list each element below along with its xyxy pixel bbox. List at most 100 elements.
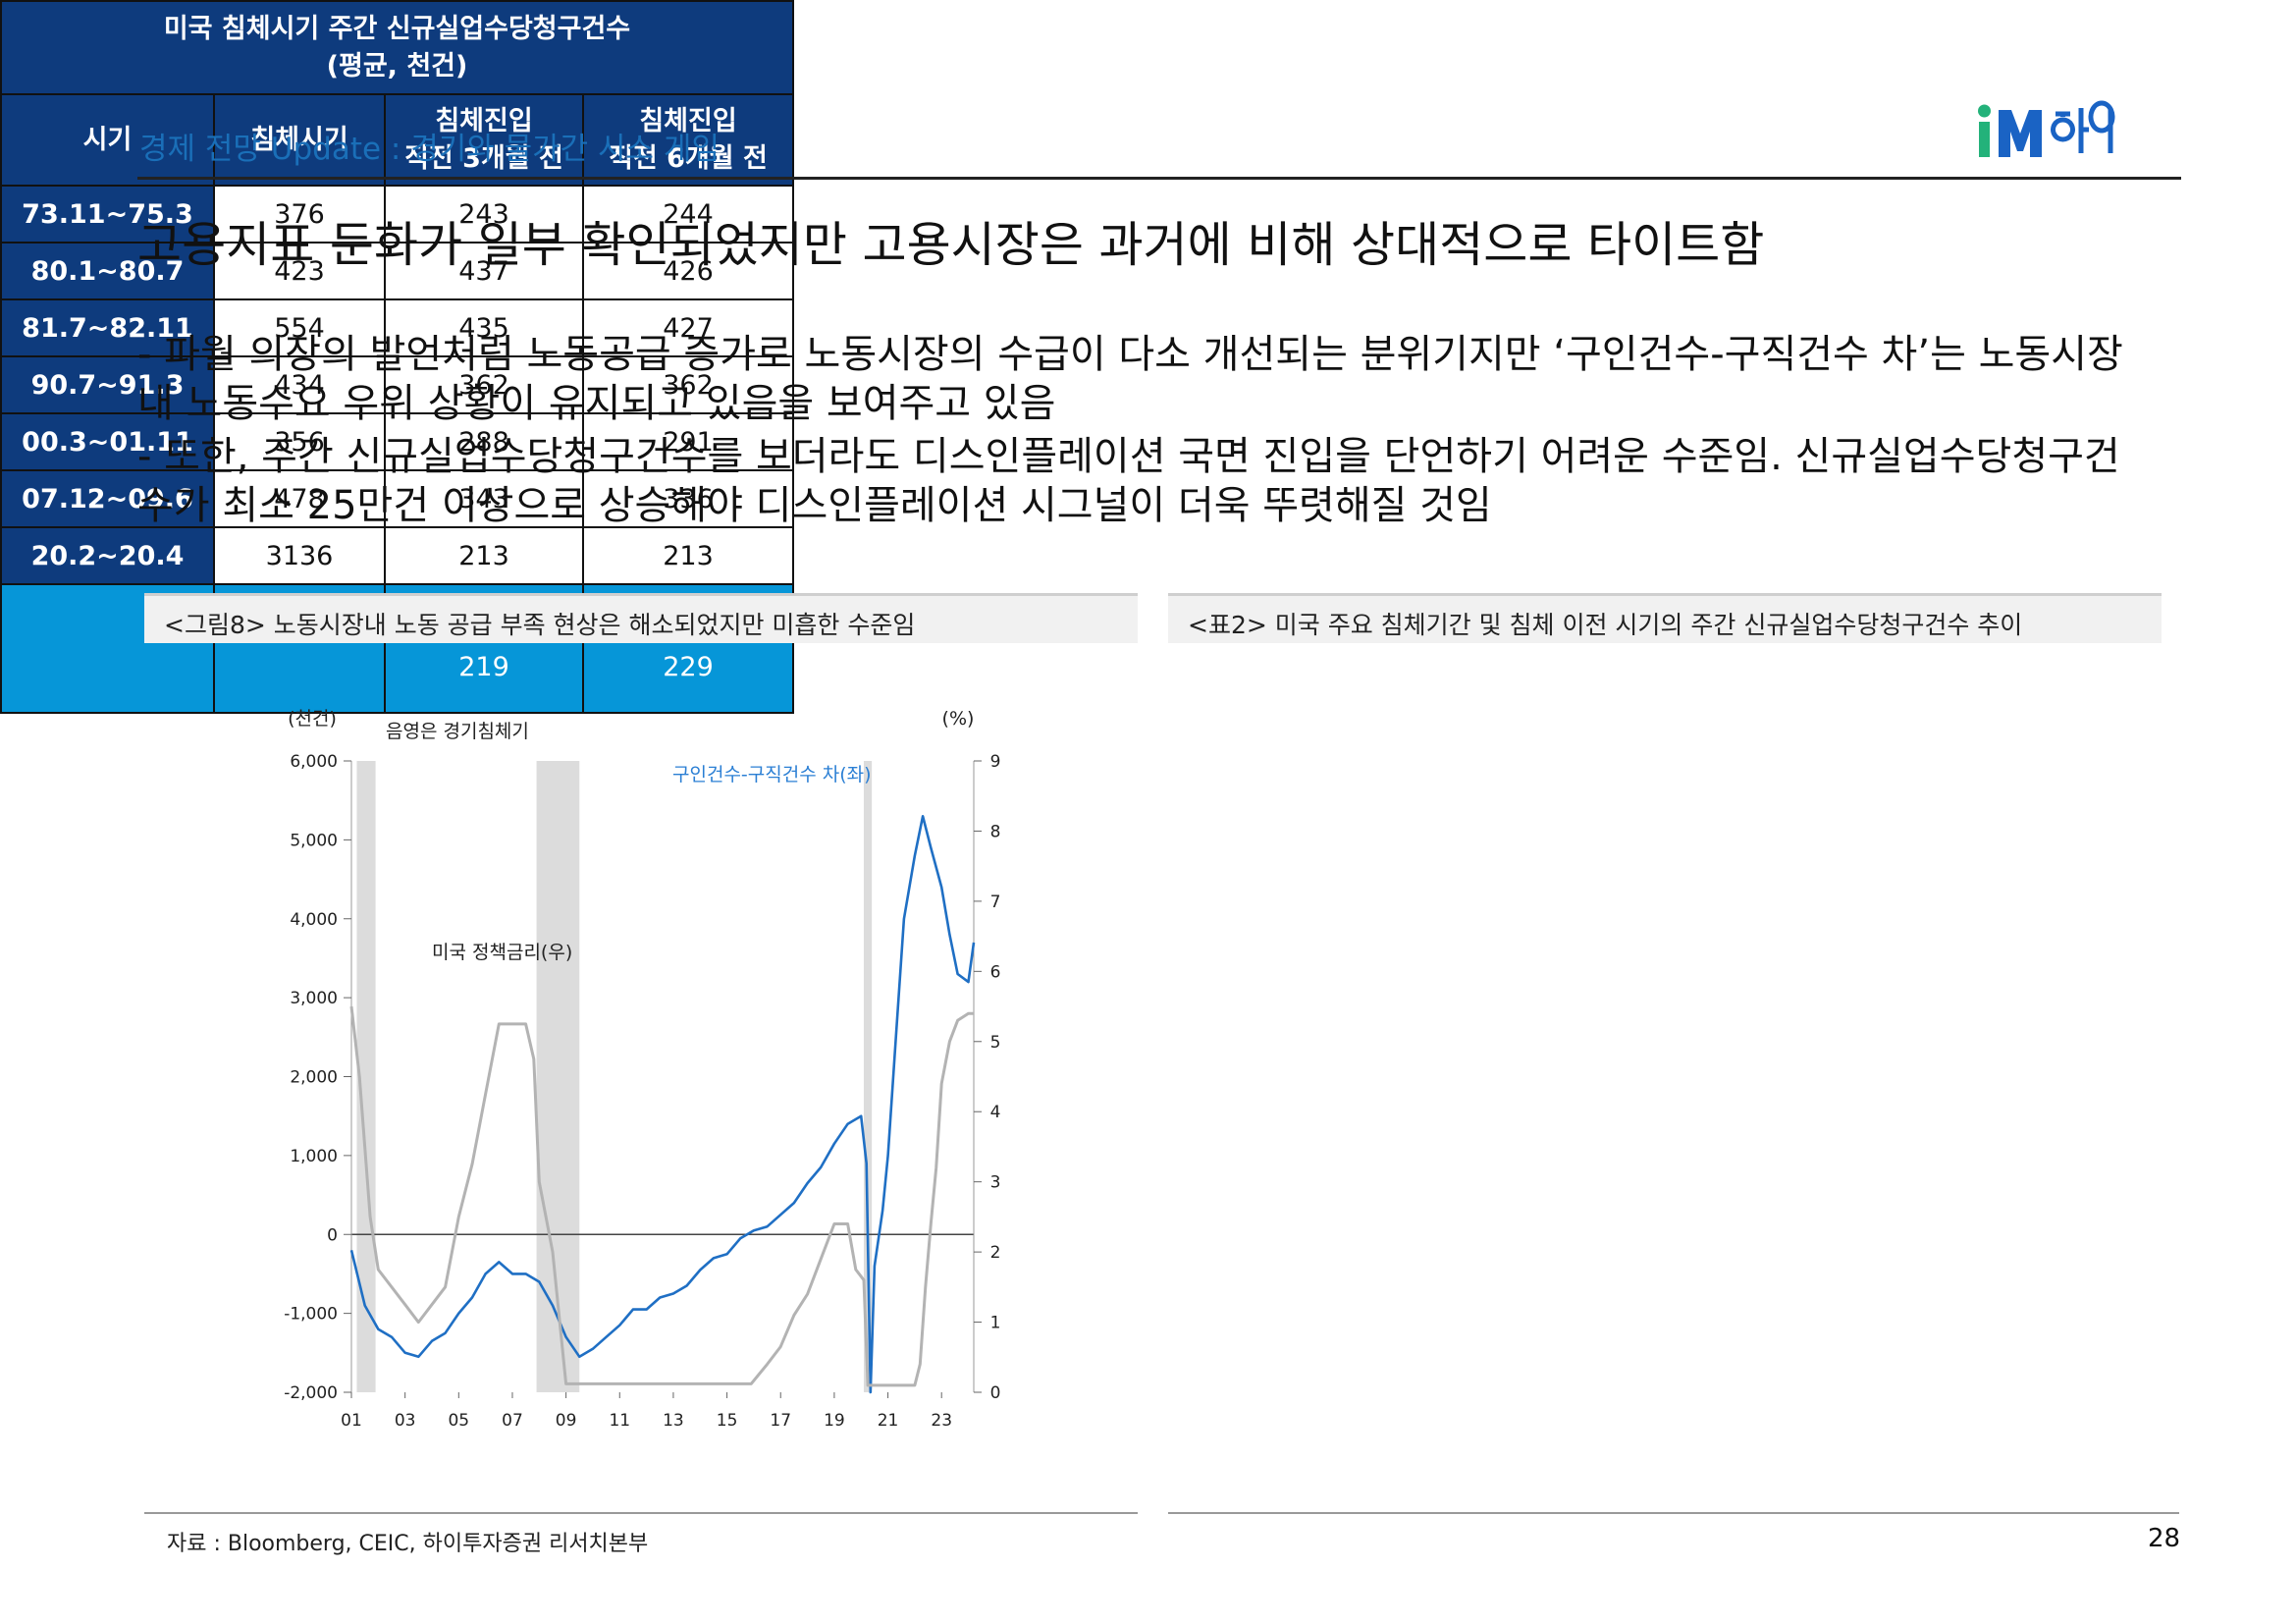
x-tick-label: 21 xyxy=(878,1411,899,1431)
period-cell: 00.3~01.11 xyxy=(0,412,215,471)
right-tick-label: 8 xyxy=(990,822,1001,841)
value-cell: 356 xyxy=(213,412,386,471)
table-caption-box: <표2> 미국 주요 침체기간 및 침체 이전 시기의 주간 신규실업수당청구건… xyxy=(1168,593,2162,643)
x-tick-label: 07 xyxy=(502,1411,523,1431)
value-cell: 435 xyxy=(384,298,584,357)
x-tick-label: 05 xyxy=(448,1411,469,1431)
value-cell: 288 xyxy=(384,412,584,471)
table-title-line1: 미국 침체시기 주간 신규실업수당청구건수 xyxy=(163,13,631,44)
footer-divider-left xyxy=(144,1512,1138,1514)
table-header-row: 시기 침체시기 침체진입 직전 3개월 전 침체진입 직전 6개월 전 xyxy=(0,93,794,187)
value-cell: 362 xyxy=(582,355,794,414)
body-line-3: - 또한, 주간 신규실업수당청구건수를 보더라도 디스인플레이션 국면 진입을… xyxy=(137,434,2120,479)
right-tick-label: 4 xyxy=(990,1103,1001,1122)
report-subtitle: 경제 전망 Update : 경기와 물가간 시소 게임 xyxy=(139,132,720,167)
value-cell: 213 xyxy=(582,526,794,585)
figure-caption-box: <그림8> 노동시장내 노동 공급 부족 현상은 해소되었지만 미흡한 수준임 xyxy=(144,593,1138,643)
value-cell: 434 xyxy=(213,355,386,414)
table-row: 90.7~91.3 434 362 362 xyxy=(0,355,794,414)
value-cell: 243 xyxy=(384,185,584,244)
period-cell: 80.1~80.7 xyxy=(0,242,215,300)
period-cell: 73.11~75.3 xyxy=(0,185,215,244)
value-cell: 244 xyxy=(582,185,794,244)
shading-note: 음영은 경기침체기 xyxy=(386,721,529,742)
value-cell: 336 xyxy=(582,469,794,528)
table-header-cell: 침체진입 직전 3개월 전 xyxy=(384,93,584,187)
figure-caption: <그림8> 노동시장내 노동 공급 부족 현상은 해소되었지만 미흡한 수준임 xyxy=(164,611,916,639)
table-row: 20.2~20.4 3136 213 213 xyxy=(0,526,794,585)
table-header-cell: 침체시기 xyxy=(213,93,386,187)
right-tick-label: 9 xyxy=(990,752,1001,772)
value-cell: 427 xyxy=(582,298,794,357)
x-tick-label: 03 xyxy=(395,1411,416,1431)
legend-job-gap: 구인건수-구직건수 차(좌) xyxy=(672,764,872,785)
recent-value: 229 xyxy=(663,651,714,682)
x-tick-label: 13 xyxy=(663,1411,684,1431)
right-tick-label: 1 xyxy=(990,1314,1001,1333)
recent-value: 219 xyxy=(458,651,509,682)
right-tick-label: 7 xyxy=(990,893,1001,912)
header-divider xyxy=(137,177,2181,180)
footer-divider-right xyxy=(1168,1512,2179,1514)
value-cell: 291 xyxy=(582,412,794,471)
legend-policy-rate: 미국 정책금리(우) xyxy=(432,942,572,963)
recession-shade-2 xyxy=(536,761,580,1392)
body-line-4: 수가 최소 25만건 이상으로 상승해야 디스인플레이션 시그널이 더욱 뚜렷해… xyxy=(137,483,1492,528)
value-cell: 213 xyxy=(384,526,584,585)
left-tick-label: 4,000 xyxy=(290,910,338,930)
logo-mark-icon xyxy=(1978,100,2115,157)
x-tick-label: 19 xyxy=(824,1411,845,1431)
table-title: 미국 침체시기 주간 신규실업수당청구건수 (평균, 천건) xyxy=(0,0,794,95)
brand-logo xyxy=(1973,100,2169,165)
value-cell: 423 xyxy=(213,242,386,300)
value-cell: 437 xyxy=(384,242,584,300)
left-tick-label: 5,000 xyxy=(290,831,338,850)
left-tick-label: 1,000 xyxy=(290,1147,338,1166)
period-cell: 20.2~20.4 xyxy=(0,526,215,585)
right-axis-unit: (%) xyxy=(942,708,975,730)
value-cell: 3136 xyxy=(213,526,386,585)
period-cell: 07.12~09.6 xyxy=(0,469,215,528)
body-line-2: 내 노동수요 우위 상황이 유지되고 있음을 보여주고 있음 xyxy=(137,381,1056,426)
table-caption: <표2> 미국 주요 침체기간 및 침체 이전 시기의 주간 신규실업수당청구건… xyxy=(1188,611,2023,639)
right-tick-label: 3 xyxy=(990,1173,1001,1193)
table-title-line2: (평균, 천건) xyxy=(326,50,468,81)
jobless-claims-table: 미국 침체시기 주간 신규실업수당청구건수 (평균, 천건) 시기 침체시기 침체진… xyxy=(0,0,794,714)
page-headline: 고용지표 둔화가 일부 확인되었지만 고용시장은 과거에 비해 상대적으로 타이… xyxy=(137,217,1765,273)
left-axis-unit: (천건) xyxy=(288,708,337,730)
x-tick-label: 11 xyxy=(609,1411,630,1431)
right-tick-label: 5 xyxy=(990,1033,1001,1053)
table-header-cell: 침체진입 직전 6개월 전 xyxy=(582,93,794,187)
x-tick-label: 17 xyxy=(770,1411,791,1431)
table-row: 00.3~01.11 356 288 291 xyxy=(0,412,794,471)
period-cell: 81.7~82.11 xyxy=(0,298,215,357)
recession-shade-3 xyxy=(863,761,873,1392)
value-cell: 343 xyxy=(384,469,584,528)
x-tick-label: 15 xyxy=(717,1411,738,1431)
value-cell: 478 xyxy=(213,469,386,528)
source-note: 자료 : Bloomberg, CEIC, 하이투자증권 리서치본부 xyxy=(167,1532,649,1556)
body-line-1: - 파월 의장의 발언처럼 노동공급 증가로 노동시장의 수급이 다소 개선되는… xyxy=(137,332,2123,377)
period-cell: 90.7~91.3 xyxy=(0,355,215,414)
left-tick-label: -2,000 xyxy=(284,1383,338,1403)
left-tick-label: 0 xyxy=(327,1225,338,1245)
value-cell: 362 xyxy=(384,355,584,414)
policy-rate-line xyxy=(349,1005,974,1387)
table-header-cell: 시기 xyxy=(0,93,215,187)
right-tick-label: 2 xyxy=(990,1243,1001,1263)
left-tick-label: 3,000 xyxy=(290,989,338,1008)
x-tick-label: 01 xyxy=(341,1411,362,1431)
left-tick-label: -1,000 xyxy=(284,1305,338,1325)
right-tick-label: 0 xyxy=(990,1383,1001,1403)
value-cell: 554 xyxy=(213,298,386,357)
value-cell: 376 xyxy=(213,185,386,244)
table-row: 07.12~09.6 478 343 336 xyxy=(0,469,794,528)
x-tick-label: 09 xyxy=(556,1411,577,1431)
job-gap-line xyxy=(349,815,976,1394)
value-cell: 426 xyxy=(582,242,794,300)
left-tick-label: 2,000 xyxy=(290,1068,338,1088)
left-tick-label: 6,000 xyxy=(290,752,338,772)
page-number: 28 xyxy=(2148,1524,2181,1553)
labor-gap-chart: 6,000 5,000 4,000 3,000 2,000 1,000 0 -1,000 -2,… xyxy=(284,708,1001,1431)
x-tick-label: 23 xyxy=(931,1411,952,1431)
